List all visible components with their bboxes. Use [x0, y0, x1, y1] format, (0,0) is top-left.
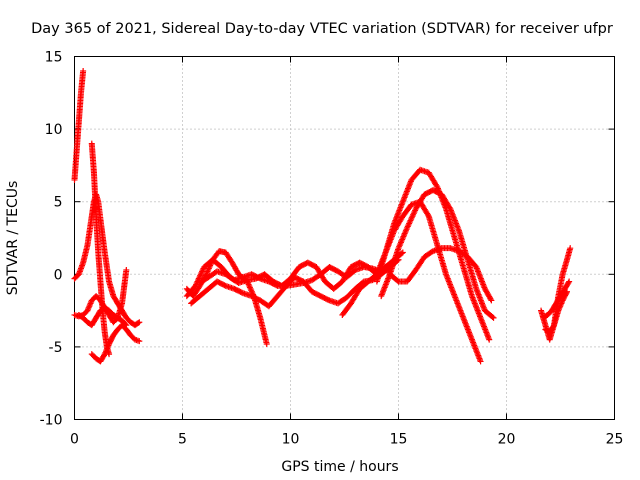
series-arc-5: [88, 322, 143, 365]
series-arc-14: [386, 245, 495, 304]
data-point: [550, 323, 557, 330]
x-tick-label: 10: [282, 432, 300, 448]
data-point: [136, 319, 143, 326]
data-point: [565, 279, 572, 286]
data-point: [221, 282, 228, 289]
data-point: [80, 68, 87, 75]
data-point: [123, 266, 130, 273]
data-point: [398, 250, 405, 257]
data-point: [256, 275, 263, 282]
data-point: [424, 211, 431, 218]
data-point: [122, 321, 129, 328]
chart-title: Day 365 of 2021, Sidereal Day-to-day VTE…: [31, 21, 613, 37]
data-point: [563, 288, 570, 295]
series-arc-10: [196, 264, 393, 289]
data-point: [263, 340, 270, 347]
y-axis-label: SDTVAR / TECUs: [5, 181, 21, 296]
data-point: [487, 296, 494, 303]
x-tick-label: 15: [390, 432, 408, 448]
series-arc-12: [373, 166, 493, 343]
data-point: [489, 313, 496, 320]
data-point: [490, 314, 497, 321]
data-point: [399, 249, 406, 256]
data-point: [238, 289, 245, 296]
grid-lines: [74, 56, 615, 420]
data-point: [567, 245, 574, 252]
y-tick-label: 0: [54, 267, 63, 283]
data-point: [136, 338, 143, 345]
data-marks: [71, 68, 574, 365]
y-tick-label: 15: [45, 50, 63, 66]
data-point: [446, 204, 453, 211]
data-point: [428, 248, 435, 255]
plot-frame: [74, 56, 615, 420]
data-point: [123, 322, 130, 329]
x-tick-label: 0: [70, 432, 79, 448]
series-arc-4: [71, 266, 130, 326]
x-axis-label: GPS time / hours: [281, 459, 398, 475]
x-tick-label: 25: [606, 432, 624, 448]
data-point: [566, 278, 573, 285]
axis-ticks: 0 5 10 15 20 25 -10 -5 0 5 10 15: [40, 50, 624, 448]
data-point: [477, 358, 484, 365]
data-point: [486, 336, 493, 343]
series-arc-6: [75, 304, 130, 329]
x-tick-label: 20: [498, 432, 516, 448]
data-point: [488, 297, 495, 304]
y-tick-label: -10: [40, 413, 63, 429]
data-point: [325, 296, 332, 303]
data-point: [101, 352, 108, 359]
x-tick-label: 5: [178, 432, 187, 448]
y-tick-label: 10: [45, 122, 63, 138]
series-arc-1: [71, 68, 87, 183]
data-point: [433, 182, 440, 189]
y-tick-label: -5: [49, 340, 63, 356]
data-point: [273, 282, 280, 289]
data-point: [135, 319, 142, 326]
y-tick-label: 5: [54, 195, 63, 211]
series-arc-13: [378, 187, 497, 321]
data-point: [563, 289, 570, 296]
series-arc-17: [542, 288, 570, 336]
